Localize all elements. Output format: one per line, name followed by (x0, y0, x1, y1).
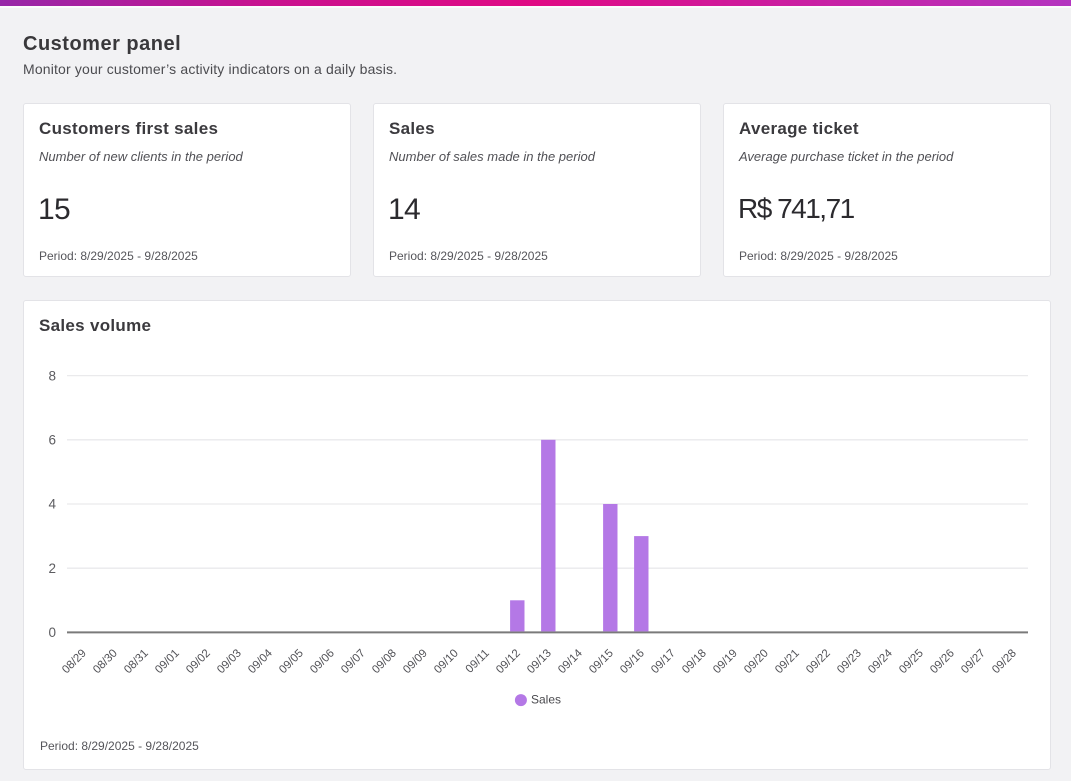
svg-text:09/28: 09/28 (990, 647, 1019, 676)
svg-text:09/06: 09/06 (308, 647, 337, 676)
svg-text:09/22: 09/22 (804, 647, 833, 676)
svg-text:8: 8 (48, 368, 56, 383)
svg-text:Sales: Sales (531, 692, 561, 706)
svg-text:08/31: 08/31 (122, 647, 151, 676)
svg-text:09/20: 09/20 (742, 647, 771, 676)
svg-text:08/30: 08/30 (91, 647, 120, 676)
svg-text:09/17: 09/17 (649, 647, 678, 676)
svg-text:09/24: 09/24 (866, 647, 895, 676)
svg-text:09/16: 09/16 (618, 647, 647, 676)
svg-text:09/15: 09/15 (587, 647, 616, 676)
svg-text:2: 2 (48, 561, 56, 576)
svg-text:4: 4 (48, 497, 56, 512)
svg-text:09/23: 09/23 (835, 647, 864, 676)
svg-text:09/11: 09/11 (464, 647, 492, 675)
svg-text:09/09: 09/09 (401, 647, 430, 676)
svg-text:09/10: 09/10 (432, 647, 461, 676)
svg-text:09/12: 09/12 (494, 647, 523, 676)
svg-text:09/02: 09/02 (184, 647, 213, 676)
svg-text:09/03: 09/03 (215, 647, 244, 676)
svg-text:09/25: 09/25 (897, 647, 926, 676)
svg-text:09/14: 09/14 (556, 647, 585, 676)
svg-text:09/18: 09/18 (680, 647, 709, 676)
svg-text:09/07: 09/07 (339, 647, 368, 676)
svg-text:08/29: 08/29 (60, 647, 89, 676)
svg-text:09/27: 09/27 (959, 647, 988, 676)
svg-text:09/19: 09/19 (711, 647, 740, 676)
svg-text:09/21: 09/21 (773, 647, 802, 676)
svg-text:09/01: 09/01 (153, 647, 182, 676)
svg-text:09/13: 09/13 (525, 647, 554, 676)
svg-text:09/08: 09/08 (370, 647, 399, 676)
svg-text:6: 6 (48, 433, 56, 448)
svg-text:09/26: 09/26 (928, 647, 957, 676)
svg-text:09/05: 09/05 (277, 647, 306, 676)
svg-text:0: 0 (48, 625, 56, 640)
svg-text:09/04: 09/04 (246, 647, 275, 676)
